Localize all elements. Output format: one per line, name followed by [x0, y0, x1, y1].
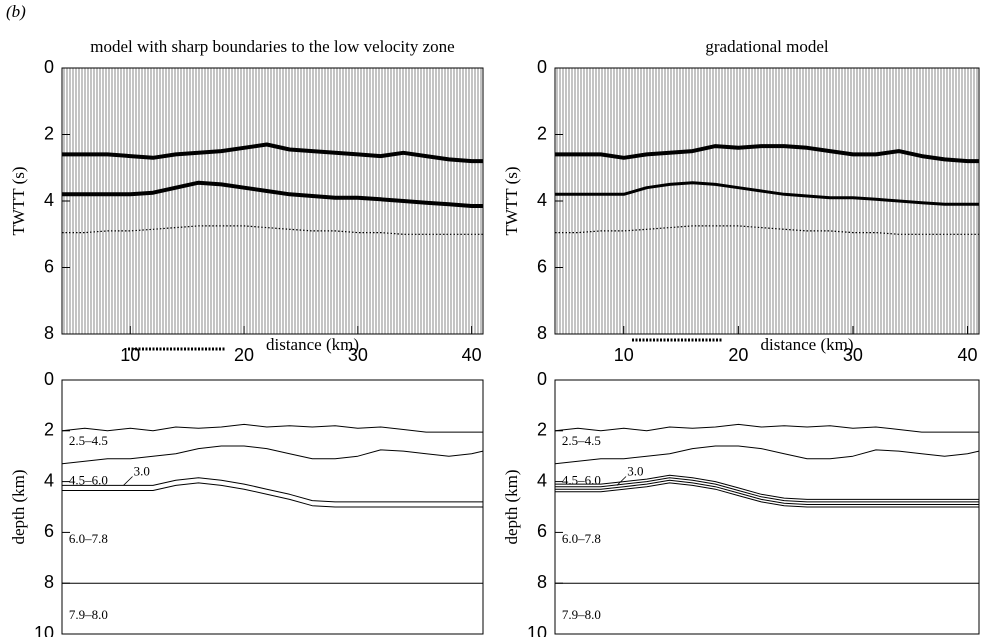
reflection	[62, 225, 483, 235]
y-tick-label: 2	[44, 420, 54, 440]
reflection	[555, 144, 979, 164]
x-tick-label: 20	[234, 345, 254, 365]
x-axis-label: distance (km)	[266, 335, 359, 354]
y-tick-label: 6	[44, 256, 54, 276]
y-tick-label: 6	[44, 521, 54, 541]
y-tick-label: 4	[44, 470, 54, 490]
x-tick-label: 30	[843, 345, 863, 365]
boundary	[61, 445, 484, 465]
x-axis-label: distance (km)	[761, 335, 854, 354]
velocity-label: 4.5–6.0	[562, 473, 601, 488]
boundary	[555, 474, 979, 500]
x-tick-label: 30	[348, 345, 368, 365]
velocity-label: 3.0	[627, 464, 643, 479]
y-tick-label: 8	[44, 572, 54, 592]
y-tick-label: 0	[537, 57, 547, 77]
y-axis-label: depth (km)	[502, 469, 521, 544]
velocity-label: 6.0–7.8	[562, 531, 601, 546]
x-tick-label: 40	[462, 345, 482, 365]
boundary	[554, 423, 979, 433]
y-tick-label: 0	[537, 369, 547, 389]
y-tick-label: 4	[44, 190, 54, 210]
reflection	[62, 142, 483, 164]
velocity-label: 2.5–4.5	[562, 433, 601, 448]
y-tick-label: 6	[537, 521, 547, 541]
boundary	[62, 482, 483, 508]
reflection	[555, 225, 979, 235]
panel-title: gradational model	[705, 37, 828, 56]
x-tick-label: 40	[958, 345, 978, 365]
y-axis-label: TWTT (s)	[9, 166, 28, 235]
y-axis-label: depth (km)	[9, 469, 28, 544]
boundary	[555, 477, 979, 503]
y-tick-label: 4	[537, 470, 547, 490]
y-tick-label: 6	[537, 256, 547, 276]
x-tick-label: 10	[614, 345, 634, 365]
boundary	[555, 482, 979, 508]
y-tick-label: 2	[537, 123, 547, 143]
label-pointer	[616, 476, 627, 486]
panel-title: model with sharp boundaries to the low v…	[90, 37, 454, 56]
x-tick-label: 20	[728, 345, 748, 365]
y-axis-label: TWTT (s)	[502, 166, 521, 235]
y-tick-label: 8	[537, 323, 547, 343]
x-tick-label: 10	[120, 345, 140, 365]
boundary	[554, 445, 980, 465]
y-tick-label: 8	[44, 323, 54, 343]
boundary	[555, 479, 979, 505]
velocity-label: 2.5–4.5	[69, 433, 108, 448]
velocity-label: 6.0–7.8	[69, 531, 108, 546]
velocity-label: 4.5–6.0	[69, 473, 108, 488]
y-tick-label: 0	[44, 369, 54, 389]
y-tick-label: 10	[34, 623, 54, 637]
y-tick-label: 10	[527, 623, 547, 637]
panel-label: (b)	[6, 2, 26, 21]
boundary	[61, 423, 483, 433]
y-tick-label: 8	[537, 572, 547, 592]
y-tick-label: 4	[537, 190, 547, 210]
reflection	[62, 180, 483, 208]
reflection	[555, 181, 979, 206]
label-pointer	[123, 476, 133, 486]
y-tick-label: 2	[44, 123, 54, 143]
velocity-label: 3.0	[134, 464, 150, 479]
velocity-label: 7.9–8.0	[69, 607, 108, 622]
boundary	[62, 477, 483, 503]
y-tick-label: 2	[537, 420, 547, 440]
velocity-label: 7.9–8.0	[562, 607, 601, 622]
y-tick-label: 0	[44, 57, 54, 77]
